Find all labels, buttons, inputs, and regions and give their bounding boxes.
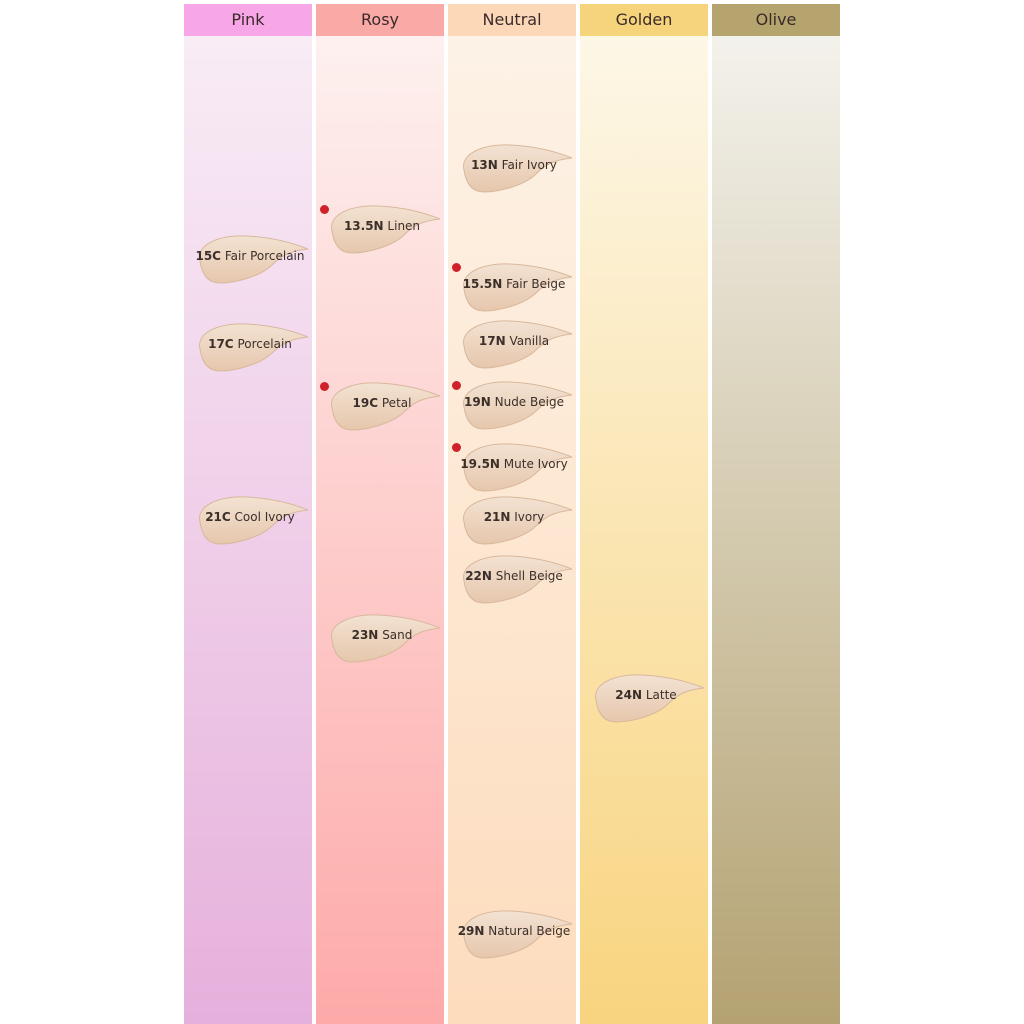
swatch: 13N Fair Ivory — [452, 136, 576, 196]
swatch: 22N Shell Beige — [452, 547, 576, 607]
swatch: 21N Ivory — [452, 488, 576, 548]
shade-name: Mute Ivory — [503, 457, 568, 471]
shade-label: 21N Ivory — [452, 510, 576, 524]
shade-code: 15C — [195, 249, 221, 263]
shade-label: 13.5N Linen — [320, 219, 444, 233]
shade-name: Shell Beige — [495, 569, 563, 583]
swatch-shape — [463, 555, 573, 604]
shade-code: 21C — [205, 510, 231, 524]
shade-name: Natural Beige — [488, 924, 571, 938]
shade-code: 17N — [478, 334, 506, 348]
swatch-shape — [331, 382, 441, 431]
shade-label: 19C Petal — [320, 396, 444, 410]
column: Pink 15C Fair Porcelain 17C Porcelain 21C C… — [184, 4, 312, 1024]
swatch: 19C Petal — [320, 374, 444, 434]
shade-name: Porcelain — [237, 337, 292, 351]
swatch: 19N Nude Beige — [452, 373, 576, 433]
shade-code: 13.5N — [343, 219, 384, 233]
new-dot — [452, 443, 461, 452]
swatch-shape — [463, 496, 573, 545]
swatch: 17N Vanilla — [452, 312, 576, 372]
shade-label: 15.5N Fair Beige — [452, 277, 576, 291]
column-header: Neutral — [448, 4, 576, 36]
shade-name: Fair Ivory — [501, 158, 557, 172]
new-dot — [452, 263, 461, 272]
shade-name: Fair Porcelain — [224, 249, 305, 263]
shade-name: Fair Beige — [506, 277, 566, 291]
swatch-shape — [331, 205, 441, 254]
column: Rosy 13.5N Linen 19C Petal 23N Sand — [316, 4, 444, 1024]
new-dot — [320, 382, 329, 391]
shade-name: Ivory — [514, 510, 545, 524]
shade-label: 19N Nude Beige — [452, 395, 576, 409]
shade-name: Cool Ivory — [234, 510, 295, 524]
shade-code: 17C — [208, 337, 234, 351]
swatch-shape — [199, 235, 309, 284]
swatch-shape — [463, 381, 573, 430]
shade-code: 15.5N — [462, 277, 503, 291]
swatch: 13.5N Linen — [320, 197, 444, 257]
swatch: 23N Sand — [320, 606, 444, 666]
shade-code: 13N — [471, 158, 498, 172]
swatch: 15.5N Fair Beige — [452, 255, 576, 315]
shade-label: 15C Fair Porcelain — [188, 249, 312, 263]
swatch: 19.5N Mute Ivory — [452, 435, 576, 495]
shade-label: 29N Natural Beige — [452, 924, 576, 938]
shade-label: 24N Latte — [584, 688, 708, 702]
swatch-shape — [199, 323, 309, 372]
shade-name: Petal — [381, 396, 412, 410]
swatch-shape — [463, 263, 573, 312]
shade-name: Vanilla — [509, 334, 550, 348]
shade-code: 19N — [464, 395, 491, 409]
shade-label: 21C Cool Ivory — [188, 510, 312, 524]
shade-name: Nude Beige — [494, 395, 564, 409]
swatch: 21C Cool Ivory — [188, 488, 312, 548]
shade-name: Sand — [382, 628, 413, 642]
shade-label: 17C Porcelain — [188, 337, 312, 351]
new-dot — [452, 381, 461, 390]
new-dot — [320, 205, 329, 214]
shade-label: 23N Sand — [320, 628, 444, 642]
column-header: Olive — [712, 4, 840, 36]
shade-label: 17N Vanilla — [452, 334, 576, 348]
column: Golden 24N Latte — [580, 4, 708, 1024]
swatch-shape — [463, 320, 573, 369]
swatch-shape — [595, 674, 705, 723]
shade-code: 23N — [351, 628, 379, 642]
swatch-shape — [463, 910, 573, 959]
shade-name: Linen — [387, 219, 421, 233]
column-header: Golden — [580, 4, 708, 36]
swatch: 29N Natural Beige — [452, 902, 576, 962]
swatch-shape — [199, 496, 309, 545]
column: Neutral 13N Fair Ivory 15.5N Fair Beige 17N… — [448, 4, 576, 1024]
column: Olive — [712, 4, 840, 1024]
swatch-shape — [463, 443, 573, 492]
column-header: Pink — [184, 4, 312, 36]
shade-code: 22N — [465, 569, 492, 583]
swatch-shape — [331, 614, 441, 663]
shade-label: 19.5N Mute Ivory — [452, 457, 576, 471]
shade-code: 24N — [615, 688, 643, 702]
swatch: 24N Latte — [584, 666, 708, 726]
shade-name: Latte — [645, 688, 677, 702]
column-header: Rosy — [316, 4, 444, 36]
shade-label: 22N Shell Beige — [452, 569, 576, 583]
swatch: 17C Porcelain — [188, 315, 312, 375]
swatch: 15C Fair Porcelain — [188, 227, 312, 287]
shade-label: 13N Fair Ivory — [452, 158, 576, 172]
swatch-shape — [463, 144, 573, 193]
shade-code: 19.5N — [460, 457, 500, 471]
shade-code: 21N — [483, 510, 511, 524]
shade-code: 19C — [352, 396, 379, 410]
shade-code: 29N — [457, 924, 485, 938]
